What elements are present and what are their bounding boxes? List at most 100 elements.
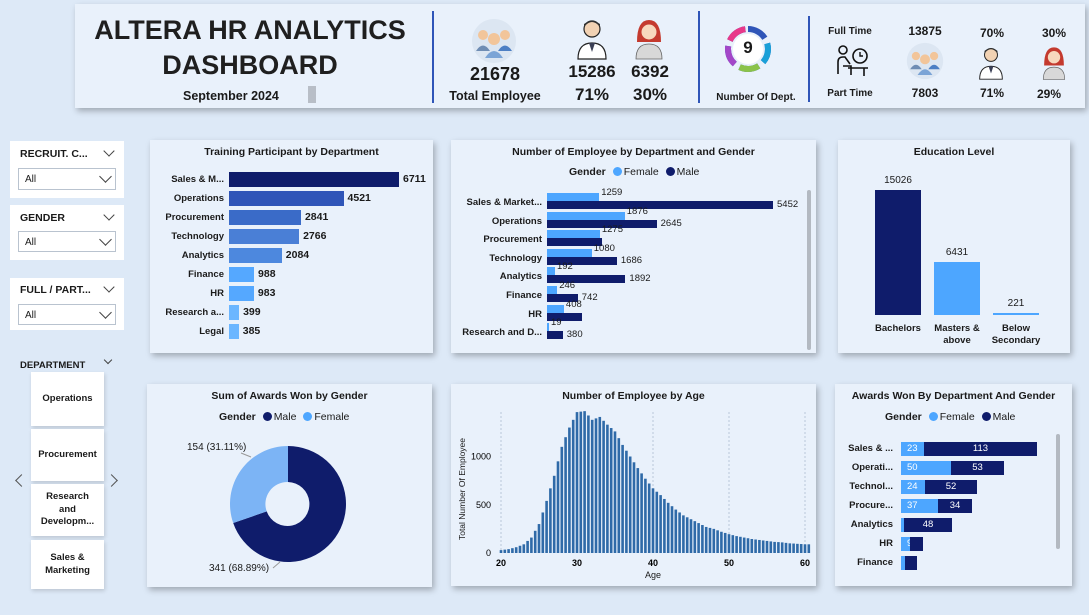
histogram-bar xyxy=(758,539,761,553)
x-tick-label: 30 xyxy=(572,558,582,568)
data-label: 15026 xyxy=(884,175,912,186)
department-ring-icon xyxy=(725,26,771,72)
group-small-icon xyxy=(906,42,944,80)
dept-gender-legend: Gender Female Male xyxy=(569,166,699,178)
x-tick-label: 40 xyxy=(648,558,658,568)
histogram-bar xyxy=(651,488,655,553)
female-bar: 37 xyxy=(901,499,938,513)
department-button-operations[interactable]: Operations xyxy=(31,372,104,426)
female-data-label: 408 xyxy=(565,298,582,310)
chevron-down-icon[interactable] xyxy=(103,355,113,365)
histogram-bar xyxy=(568,427,571,553)
histogram-bar xyxy=(632,462,636,553)
female-bar: 50 xyxy=(901,461,951,475)
female-data-label: 19 xyxy=(551,317,562,329)
histogram-bar xyxy=(530,537,533,553)
department-button-research[interactable]: Research and Developm... xyxy=(31,484,104,536)
histogram-bar xyxy=(556,461,560,553)
full-part-select-value: All xyxy=(25,310,37,321)
dashboard-title: ALTERA HR ANALYTICS DASHBOARD xyxy=(90,13,410,83)
gender-select[interactable]: All xyxy=(18,231,116,252)
department-count: 9 xyxy=(743,38,753,57)
histogram-bar xyxy=(723,532,727,553)
histogram-bar xyxy=(746,538,750,553)
male-slice xyxy=(233,446,346,562)
scrollbar[interactable] xyxy=(807,190,811,350)
department-count-label: Number Of Dept. xyxy=(716,92,796,103)
title-line-1: ALTERA HR ANALYTICS xyxy=(94,15,406,45)
data-label: 6431 xyxy=(945,246,969,258)
chevron-left-icon[interactable] xyxy=(15,474,28,487)
y-tick-label: 0 xyxy=(486,548,491,558)
female-legend-dot xyxy=(612,167,622,176)
category-label: Below Secondary xyxy=(991,323,1041,346)
chevron-down-icon xyxy=(99,306,112,319)
histogram-bar xyxy=(636,468,640,553)
histogram-bar xyxy=(792,543,795,553)
x-tick-label: 20 xyxy=(496,558,506,568)
histogram-bar xyxy=(777,542,780,553)
scrollbar[interactable] xyxy=(1056,434,1060,549)
histogram-bar xyxy=(803,544,807,553)
histogram-bar xyxy=(579,411,583,553)
part-time-label: Part Time xyxy=(827,88,873,99)
bar xyxy=(229,305,240,320)
histogram-bar xyxy=(674,509,678,553)
full-time-total: 13875 xyxy=(908,24,942,38)
male-bar xyxy=(547,294,578,302)
recruit-slicer-label: RECRUIT. C... xyxy=(20,148,88,160)
histogram-bar xyxy=(765,540,769,553)
full-part-select[interactable]: All xyxy=(18,304,116,325)
histogram-bar xyxy=(663,498,666,553)
histogram-bar xyxy=(628,456,632,553)
histogram-bar xyxy=(564,437,567,553)
histogram-bar xyxy=(590,419,594,553)
bar xyxy=(934,261,980,315)
histogram-bar xyxy=(598,416,602,553)
recruit-slicer[interactable]: RECRUIT. C... All xyxy=(10,141,124,198)
data-label: 4521 xyxy=(347,192,371,204)
histogram-bar xyxy=(655,491,659,553)
department-button-sales[interactable]: Sales & Marketing xyxy=(31,540,104,589)
histogram-bar xyxy=(685,517,689,553)
full-part-slicer[interactable]: FULL / PART... All xyxy=(10,278,124,330)
department-button-procurement[interactable]: Procurement xyxy=(31,429,104,481)
male-bar: 53 xyxy=(951,461,1004,475)
recruit-select[interactable]: All xyxy=(18,168,116,190)
histogram-bar xyxy=(712,528,716,553)
chevron-right-icon[interactable] xyxy=(105,474,118,487)
histogram-bar xyxy=(594,418,598,553)
age-histogram: 0 500 1000 20 30 40 50 60 xyxy=(471,411,811,568)
chevron-down-icon[interactable] xyxy=(103,281,115,293)
gender-slicer[interactable]: GENDER All xyxy=(10,205,124,260)
awards-dept-legend: Gender Female Male xyxy=(885,411,1015,423)
female-bar xyxy=(547,248,592,257)
chevron-down-icon[interactable] xyxy=(103,209,115,221)
male-bar xyxy=(547,219,657,228)
education-chart-card: Education Level 15026 Bachelors 6431 Master… xyxy=(838,140,1070,353)
bar xyxy=(229,286,254,301)
category-label: Sales & Market... xyxy=(466,197,542,208)
male-bar xyxy=(910,537,923,551)
histogram-bar xyxy=(701,525,704,553)
female-data-label: 1876 xyxy=(626,205,648,217)
data-label: 221 xyxy=(1007,298,1025,309)
data-label: 399 xyxy=(243,306,261,318)
histogram-bar xyxy=(678,512,681,553)
male-data-label: 1686 xyxy=(620,254,643,266)
female-employee-icon xyxy=(635,20,663,60)
male-legend-dot xyxy=(262,412,272,421)
histogram-bar xyxy=(666,502,670,553)
female-bar xyxy=(547,267,555,276)
male-data-label: 5452 xyxy=(777,199,799,210)
chevron-down-icon[interactable] xyxy=(103,145,115,157)
histogram-bar xyxy=(739,536,742,553)
histogram-bar xyxy=(511,548,514,553)
awards-gender-legend: Gender Male Female xyxy=(219,411,349,423)
male-bar: 34 xyxy=(938,499,972,513)
group-people-icon xyxy=(472,19,516,63)
data-label: 2766 xyxy=(303,230,327,242)
legend-male: Male xyxy=(992,411,1016,423)
category-label: Procurement xyxy=(165,212,224,223)
part-time-total: 7803 xyxy=(911,86,939,100)
